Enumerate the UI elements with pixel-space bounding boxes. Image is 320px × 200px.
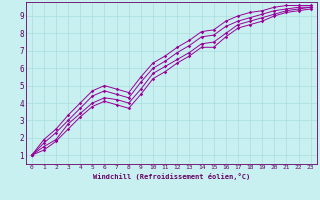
X-axis label: Windchill (Refroidissement éolien,°C): Windchill (Refroidissement éolien,°C): [92, 173, 250, 180]
